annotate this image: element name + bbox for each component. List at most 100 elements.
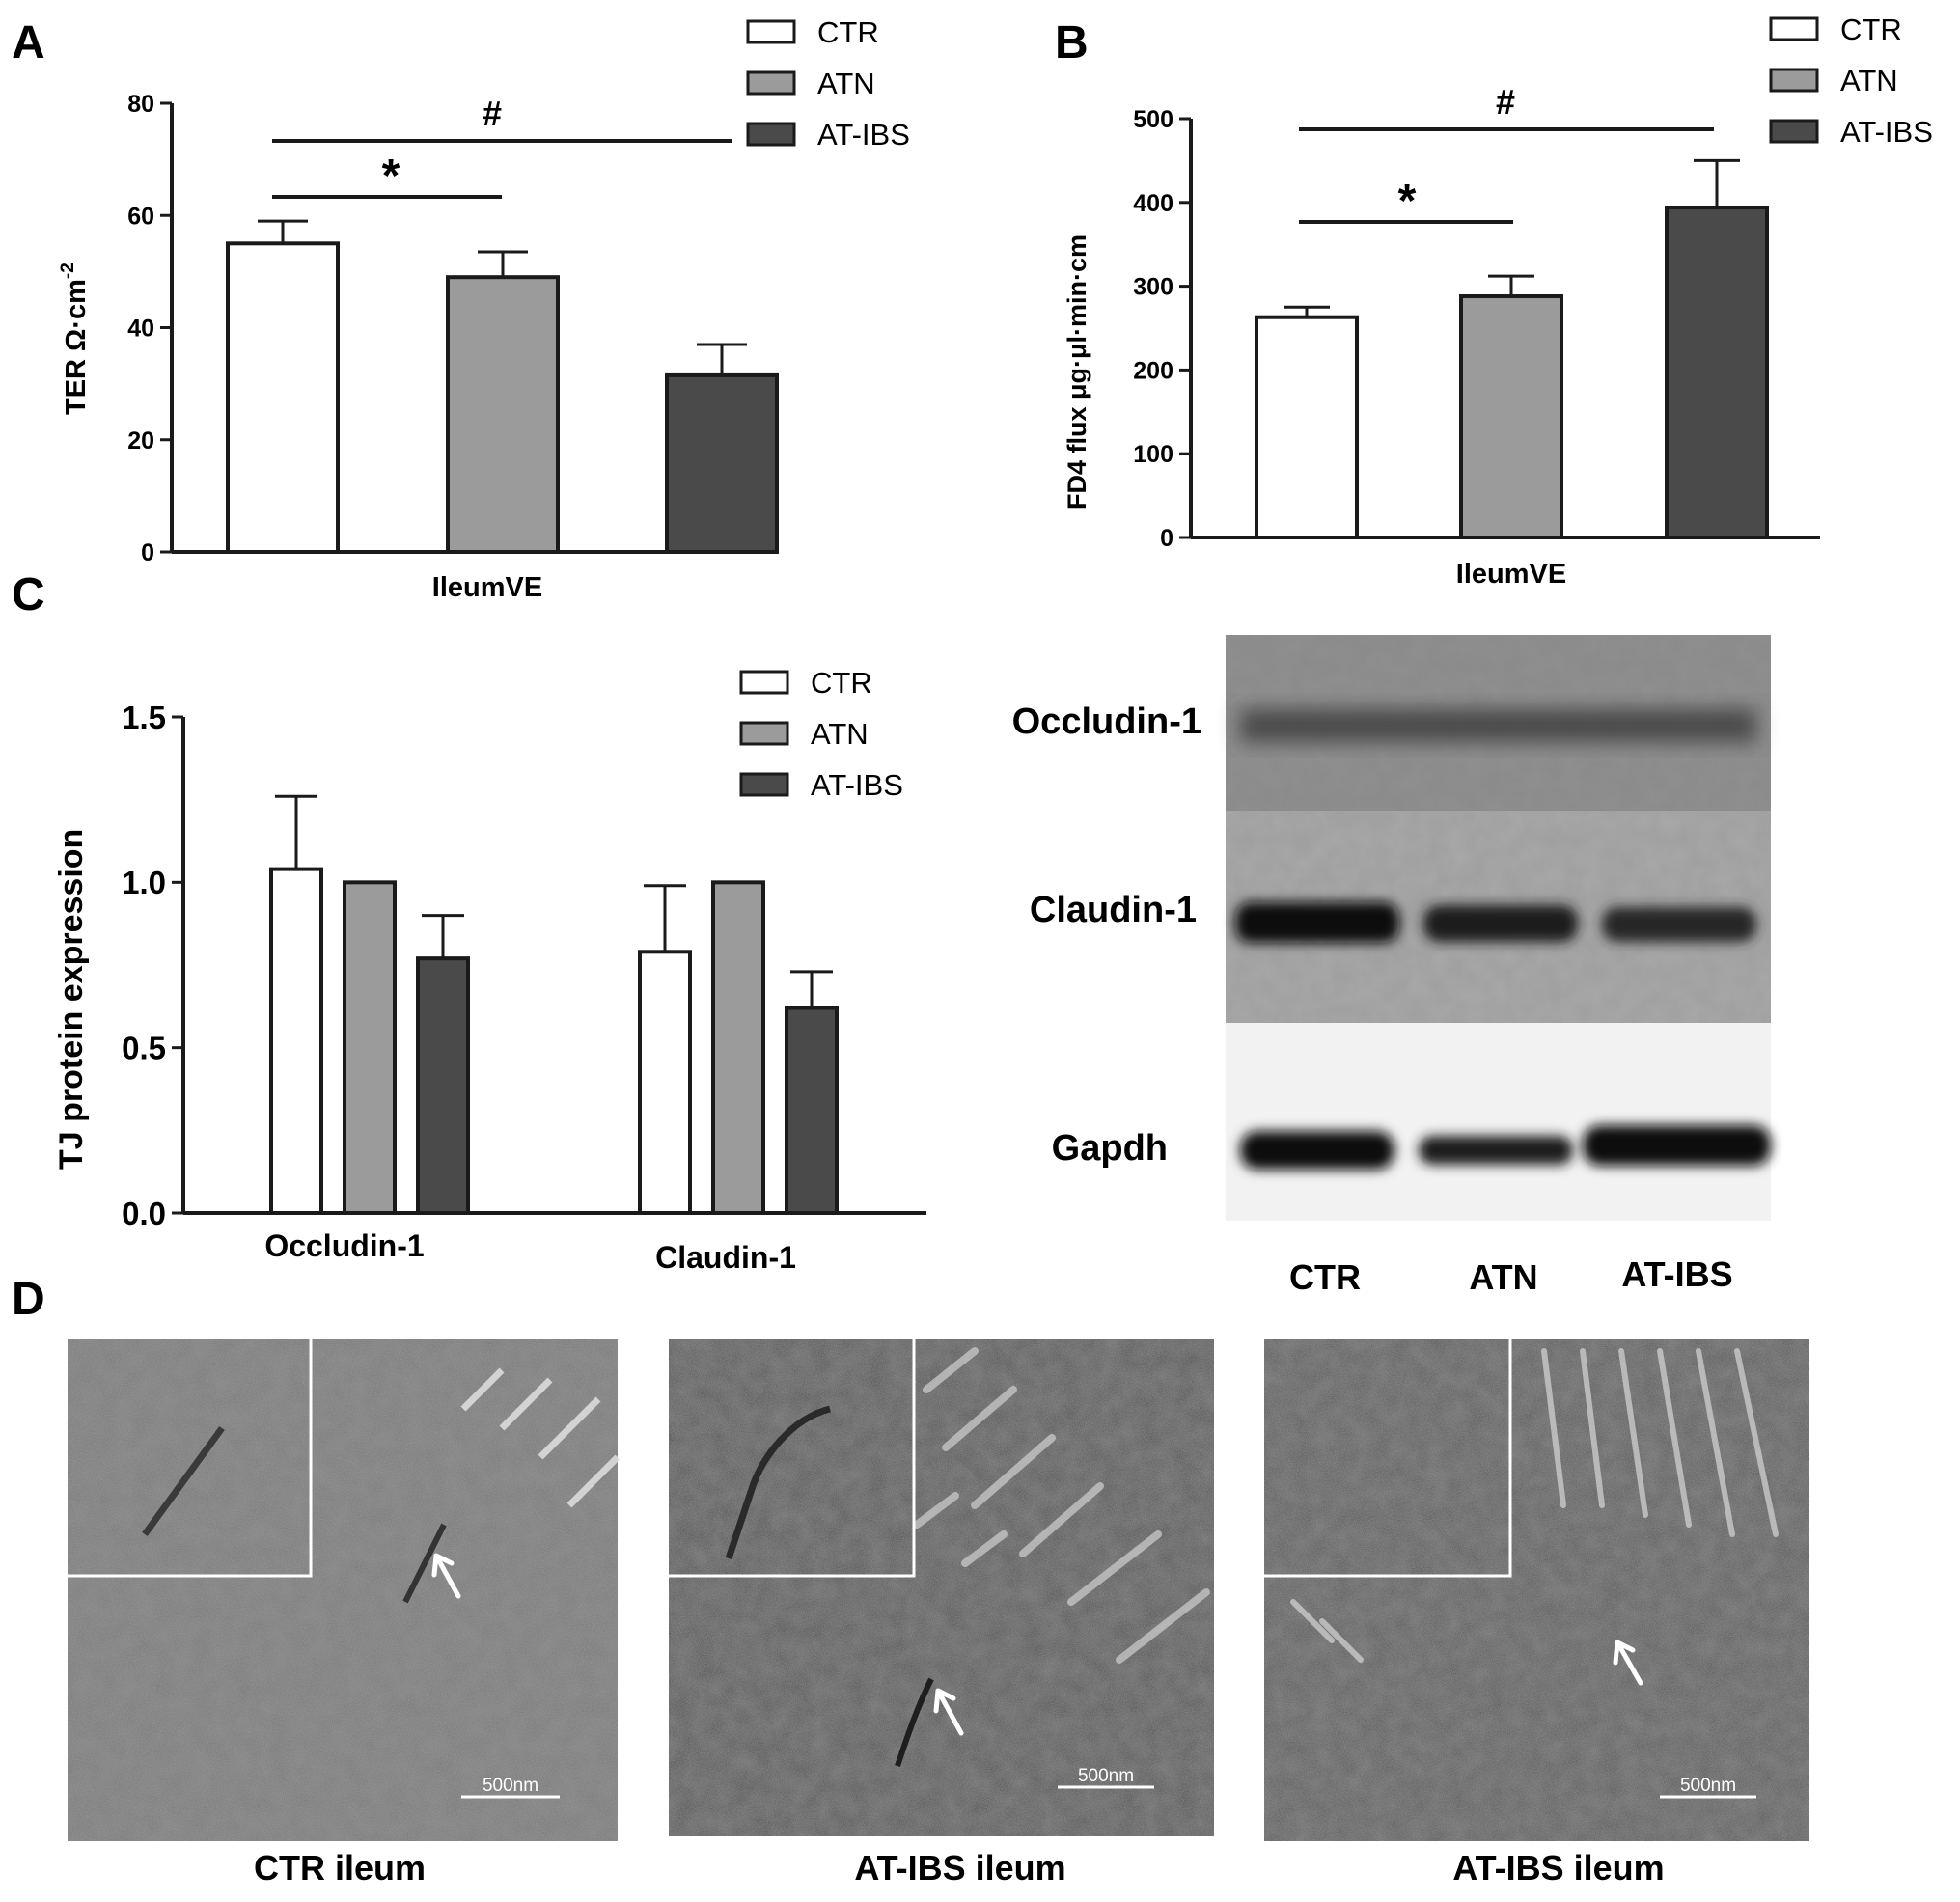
blot-lane-ctr: CTR	[1289, 1257, 1361, 1297]
scale-label: 500nm	[483, 1776, 538, 1796]
tem-image-1: 500nm CTR ileum	[68, 1339, 621, 1888]
y-tick-label: 0.5	[122, 1031, 166, 1066]
chart-b: 0 100 200 300 400 500 IleumVE FD4 flux μg·μl·mi…	[1063, 13, 1933, 590]
blot-band-gapdh-ctr	[1240, 1131, 1394, 1170]
blot-band-gapdh-atibs	[1583, 1125, 1771, 1166]
legend-swatch	[1769, 119, 1819, 144]
blot-lane-atibs: AT-IBS	[1621, 1254, 1732, 1294]
y-tick-label: 0	[141, 539, 154, 566]
tem-caption-1: CTR ileum	[254, 1848, 426, 1888]
scale-label: 500nm	[1078, 1766, 1134, 1786]
y-tick-label: 300	[1133, 274, 1173, 301]
tem-caption-3: AT-IBS ileum	[1452, 1848, 1664, 1888]
x-tick-label: Occludin-1	[264, 1228, 424, 1263]
legend-label: CTR	[811, 666, 872, 700]
arrow-icon	[933, 1688, 964, 1736]
sig-label: *	[382, 151, 400, 202]
y-tick-label: 80	[127, 91, 154, 118]
tem-grain-coarse	[68, 1339, 618, 1841]
y-tick-label: 60	[127, 203, 154, 230]
legend-swatch	[746, 70, 796, 96]
bar	[269, 867, 323, 1215]
arrow-icon	[431, 1553, 461, 1599]
legend-label: ATN	[817, 67, 875, 100]
blot-band-claudin-atibs	[1602, 907, 1756, 942]
bar	[343, 880, 397, 1215]
tem-image-3: 500nm AT-IBS ileum	[1264, 1339, 1809, 1888]
blot-band-claudin-ctr	[1235, 902, 1399, 943]
legend-swatch	[739, 721, 789, 746]
blot-band-occludin	[1240, 709, 1756, 742]
legend-swatch	[1769, 68, 1819, 93]
x-axis-label: IleumVE	[1456, 559, 1566, 590]
bar	[711, 880, 765, 1215]
y-tick-label: 1.5	[122, 700, 166, 735]
x-axis-label: IleumVE	[432, 572, 542, 603]
legend-label: CTR	[1840, 13, 1902, 46]
blot-label-gapdh: Gapdh	[1052, 1128, 1168, 1169]
bar	[1459, 294, 1563, 539]
panel-letter-a: A	[12, 17, 45, 69]
tem-inset-border	[68, 1339, 313, 1578]
tem-junction	[895, 1677, 934, 1767]
legend-swatch	[1769, 16, 1819, 41]
tem-grain-coarse	[669, 1339, 1214, 1836]
legend-swatch	[739, 670, 789, 695]
y-tick-label: 40	[127, 316, 154, 343]
panel-letter-b: B	[1055, 17, 1089, 69]
legend-label: AT-IBS	[1840, 115, 1933, 149]
blot-band-gapdh-atn	[1419, 1136, 1573, 1165]
scale-label: 500nm	[1680, 1776, 1736, 1796]
tem-microvilli	[460, 1367, 621, 1508]
sig-label: #	[1496, 82, 1515, 122]
y-tick-label: 500	[1133, 106, 1173, 133]
tem-microvilli	[1290, 1348, 1779, 1663]
y-tick-label: 200	[1133, 357, 1173, 384]
y-tick-label: 0	[1160, 525, 1173, 552]
chart-a: 0 20 40 60 80 IleumVE TER Ω·cm-2 * # CTR ATN AT-IBS	[58, 15, 910, 603]
bar	[446, 275, 560, 554]
y-axis-label-sup: -2	[58, 262, 78, 279]
bar	[785, 1006, 839, 1215]
legend-swatch	[739, 772, 789, 797]
arrow-icon	[1613, 1640, 1643, 1686]
tem-caption-2: AT-IBS ileum	[854, 1848, 1065, 1888]
tem-inset-border	[669, 1339, 916, 1578]
legend-label: CTR	[817, 15, 879, 49]
bar	[226, 241, 340, 554]
y-tick-label: 0.0	[122, 1196, 166, 1231]
blot-label-occludin: Occludin-1	[1012, 702, 1201, 742]
bar	[416, 956, 470, 1215]
tem-image-2: 500nm AT-IBS ileum	[669, 1339, 1214, 1888]
tem-microvilli	[913, 1347, 1210, 1664]
y-tick-label: 1.0	[122, 865, 166, 900]
sig-label: #	[483, 94, 502, 133]
legend-swatch	[746, 19, 796, 44]
blot-strip-gapdh	[1226, 1023, 1771, 1221]
legend-label: ATN	[1840, 64, 1898, 97]
y-tick-label: 100	[1133, 441, 1173, 468]
bar	[1255, 315, 1359, 539]
panel-letter-c: C	[12, 569, 45, 620]
tem-inset-junction	[725, 1405, 831, 1560]
legend-label: ATN	[811, 717, 869, 751]
legend-swatch	[746, 122, 796, 147]
y-tick-label: 400	[1133, 190, 1173, 217]
bar	[1665, 206, 1769, 539]
legend-label: AT-IBS	[811, 768, 903, 802]
tem-inset-junction	[142, 1425, 225, 1537]
bar	[638, 950, 692, 1215]
blot-lane-atn: ATN	[1469, 1257, 1537, 1297]
y-axis-label: TJ protein expression	[53, 829, 90, 1170]
y-axis-label: FD4 flux μg·μl·min·cm	[1063, 234, 1091, 510]
y-tick-label: 20	[127, 427, 154, 455]
bar	[665, 372, 779, 554]
tem-grain-coarse	[1264, 1339, 1809, 1841]
blot-label-claudin: Claudin-1	[1030, 890, 1197, 930]
western-blot: Occludin-1 Claudin-1 Gapdh CTR ATN AT-IB…	[1012, 635, 1771, 1297]
legend-label: AT-IBS	[817, 118, 910, 152]
x-tick-label: Claudin-1	[655, 1240, 796, 1275]
sig-label: *	[1398, 176, 1417, 227]
panel-letter-d: D	[12, 1274, 45, 1325]
